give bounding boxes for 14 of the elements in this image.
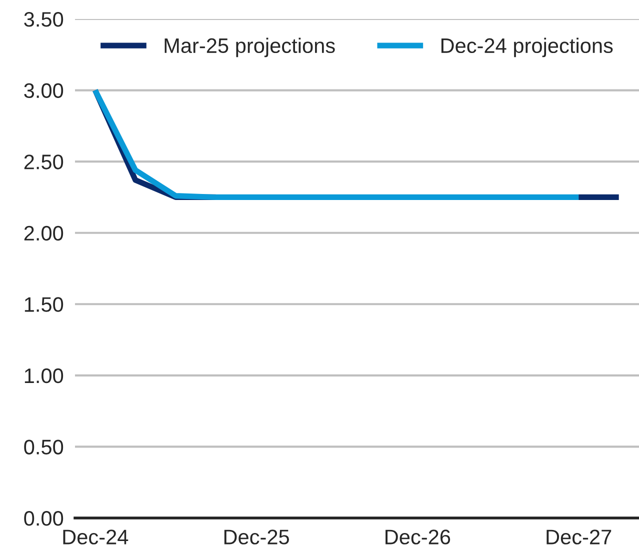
y-tick-label: 3.50 [24,12,64,27]
x-tick-label: Dec-25 [224,530,289,544]
y-tick-label: 1.50 [24,297,64,312]
y-tick-label: 3.00 [24,83,64,98]
x-tick-label: Dec-27 [546,530,612,544]
y-tick-label: 2.00 [24,226,64,241]
y-tick-label: 2.50 [24,154,64,170]
y-tick-label: 0.00 [24,511,64,526]
legend-label: Mar-25 projections [164,38,335,58]
y-tick-label: 1.00 [24,368,64,384]
legend-label: Dec-24 projections [441,38,613,58]
y-tick-label: 0.50 [24,440,64,454]
x-tick-label: Dec-24 [63,530,128,544]
x-tick-label: Dec-26 [386,530,450,544]
